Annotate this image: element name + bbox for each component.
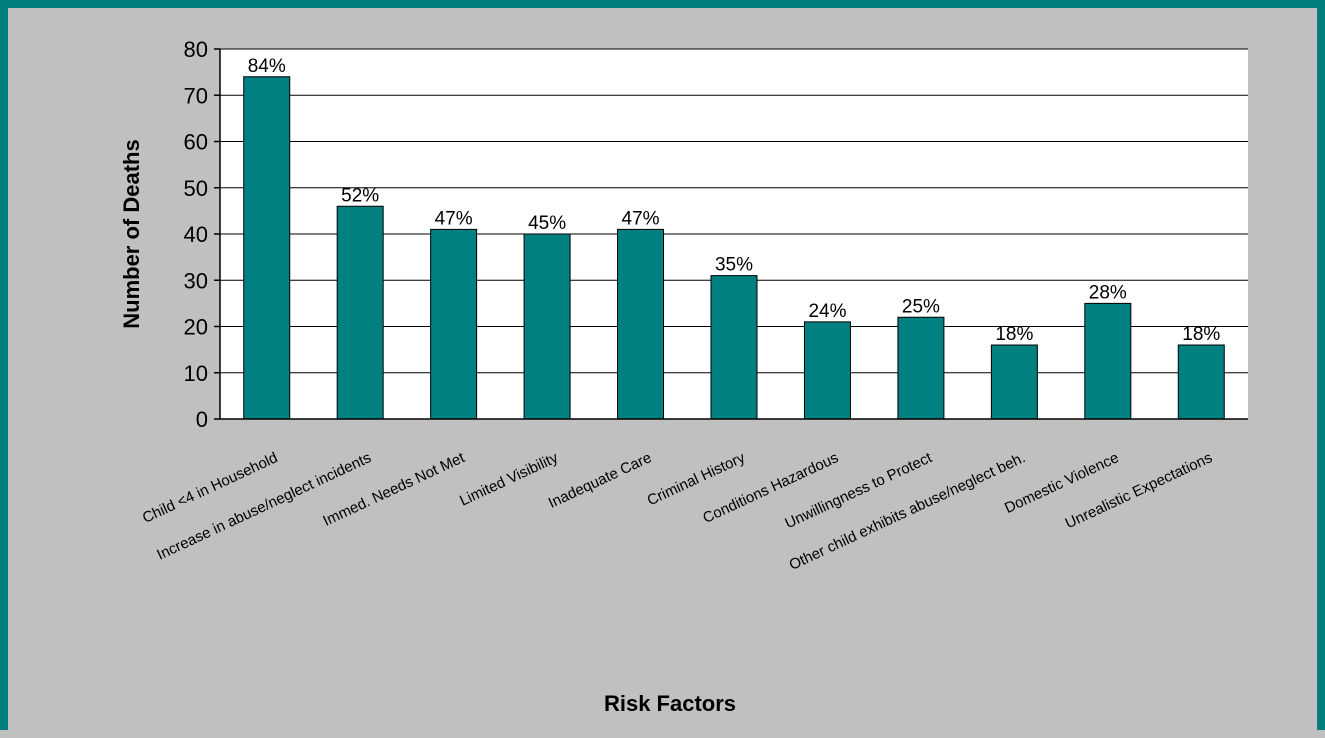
bar: [243, 76, 291, 420]
x-axis-title: Risk Factors: [604, 691, 736, 716]
y-tick-label: 0: [196, 407, 208, 432]
data-label: 45%: [528, 213, 566, 234]
y-tick-label: 10: [184, 361, 208, 386]
data-label: 25%: [902, 296, 940, 317]
y-tick-label: 60: [184, 130, 208, 155]
category-label: Unwillingness to Protect: [782, 449, 935, 532]
bar: [430, 228, 478, 420]
data-labels: 84% 52% 47% 45% 47% 35% 24% 25% 18% 28% 18%: [248, 56, 1221, 345]
bar: [523, 233, 571, 420]
bar-chart: 0 10 20 30 40 50 60 70 80 84% 52% 47% 45% 47% 35% 24% 2…: [119, 37, 1248, 716]
bar: [617, 228, 665, 420]
data-label: 47%: [622, 208, 660, 229]
data-label: 28%: [1089, 282, 1127, 303]
bar: [803, 321, 851, 420]
y-tick-label: 20: [184, 315, 208, 340]
bar: [710, 275, 758, 420]
bar: [1084, 302, 1132, 420]
y-tick-label: 50: [184, 176, 208, 201]
data-label: 52%: [341, 185, 379, 206]
y-tick-label: 70: [184, 83, 208, 108]
bar: [990, 344, 1038, 420]
y-axis-title: Number of Deaths: [119, 139, 144, 328]
data-label: 84%: [248, 56, 286, 77]
bar: [897, 316, 945, 420]
y-tick-label: 40: [184, 222, 208, 247]
category-label: Limited Visibility: [457, 449, 561, 510]
bar: [1177, 344, 1225, 420]
y-tick-label: 80: [184, 37, 208, 62]
bar: [336, 205, 384, 420]
data-label: 35%: [715, 255, 753, 276]
data-label: 24%: [808, 301, 846, 322]
data-label: 18%: [1182, 324, 1220, 345]
data-label: 47%: [435, 208, 473, 229]
bars: [243, 76, 1225, 420]
axes: 0 10 20 30 40 50 60 70 80: [184, 37, 1248, 432]
y-tick-label: 30: [184, 268, 208, 293]
data-label: 18%: [995, 324, 1033, 345]
category-label: Inadequate Care: [546, 449, 654, 512]
